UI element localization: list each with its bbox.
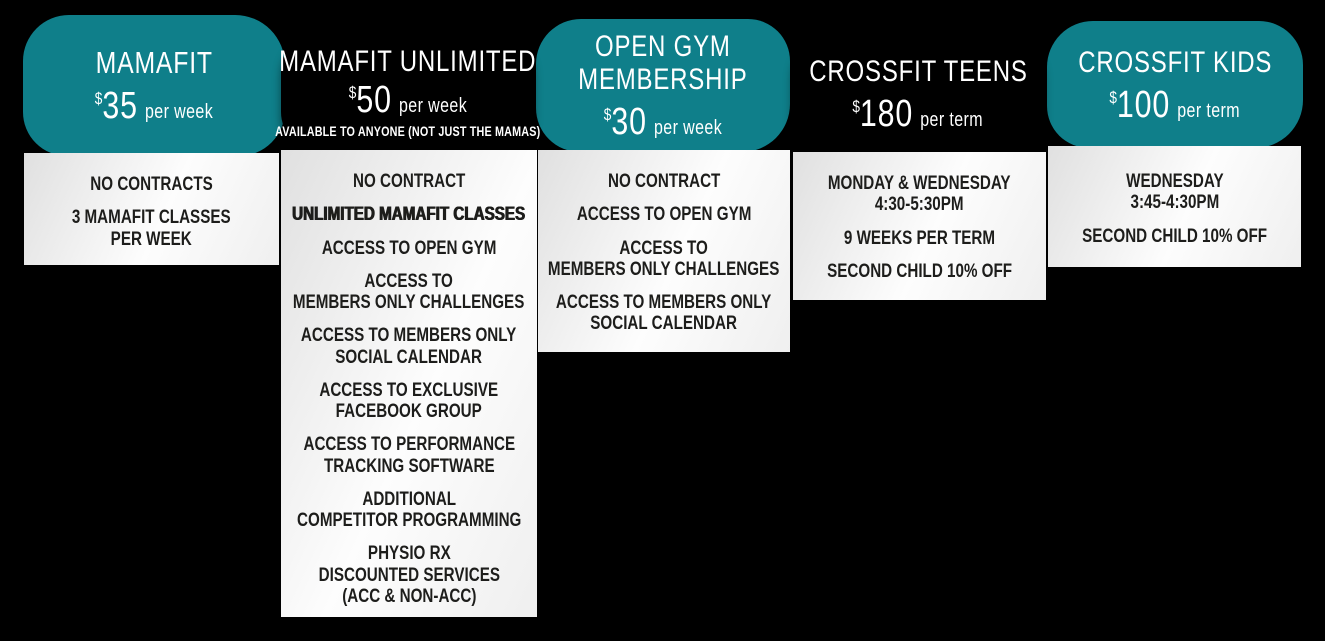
currency-sign: $	[1109, 87, 1118, 107]
price-period: per term	[1177, 99, 1241, 122]
pricing-card-mamafit: MAMAFIT $35 per week NO CONTRACTS 3 MAMAFI…	[23, 15, 285, 265]
price-amount: 100	[1117, 83, 1171, 126]
card-body: MONDAY & WEDNESDAY 4:30-5:30PM 9 WEEKS PE…	[793, 152, 1046, 300]
feature-item: MONDAY & WEDNESDAY 4:30-5:30PM	[828, 173, 1011, 216]
pricing-card-mamafit-unlimited: MAMAFIT UNLIMITED $50 per week AVAILABLE …	[275, 31, 540, 617]
feature-item: ACCESS TO OPEN GYM	[576, 204, 752, 226]
pricing-card-crossfit-kids: CROSSFIT KIDS $100 per term WEDNESDAY 3:4…	[1047, 21, 1303, 267]
feature-item: NO CONTRACTS	[90, 174, 213, 195]
currency-sign: $	[852, 97, 861, 116]
card-body: NO CONTRACTS 3 MAMAFIT CLASSES PER WEEK	[24, 153, 279, 265]
card-header: MAMAFIT UNLIMITED $50 per week AVAILABLE …	[275, 31, 540, 152]
feature-item: ACCESS TO MEMBERS ONLY SOCIAL CALENDAR	[301, 325, 517, 368]
feature-item: ACCESS TO OPEN GYM	[321, 237, 497, 259]
price-period: per week	[654, 117, 723, 139]
card-title: MAMAFIT	[95, 44, 213, 80]
feature-item: ADDITIONAL COMPETITOR PROGRAMMING	[296, 488, 522, 532]
feature-item: NO CONTRACT	[352, 171, 466, 192]
card-body: WEDNESDAY 3:45-4:30PM SECOND CHILD 10% OF…	[1048, 146, 1301, 267]
feature-item: ACCESS TO EXCLUSIVE FACEBOOK GROUP	[319, 379, 499, 423]
price-amount: 35	[102, 85, 138, 128]
card-header: CROSSFIT TEENS $180 per term	[792, 33, 1044, 155]
feature-item: ACCESS TO PERFORMANCE TRACKING SOFTWARE	[303, 434, 515, 477]
currency-sign: $	[348, 82, 356, 102]
card-header: MAMAFIT $35 per week	[23, 15, 285, 156]
card-body: NO CONTRACT UNLIMITED MAMAFIT CLASSES ACCE…	[281, 150, 537, 617]
card-title: CROSSFIT KIDS	[1077, 45, 1272, 79]
feature-item: ACCESS TO MEMBERS ONLY CHALLENGES	[548, 237, 780, 280]
feature-item: ACCESS TO MEMBERS ONLY SOCIAL CALENDAR	[556, 292, 772, 335]
price-period: per week	[398, 94, 467, 117]
feature-item: NO CONTRACT	[607, 171, 721, 192]
price-period: per week	[145, 101, 214, 124]
feature-item: UNLIMITED MAMAFIT CLASSES	[292, 204, 526, 226]
feature-item: 3 MAMAFIT CLASSES PER WEEK	[72, 207, 231, 250]
card-price: $50 per week	[348, 81, 466, 119]
card-title: OPEN GYM MEMBERSHIP	[578, 30, 748, 96]
feature-item: SECOND CHILD 10% OFF	[1082, 225, 1267, 247]
card-price: $100 per term	[1110, 86, 1241, 124]
feature-item: WEDNESDAY 3:45-4:30PM	[1125, 171, 1224, 214]
availability-note: AVAILABLE TO ANYONE (NOT JUST THE MAMAS)	[274, 123, 541, 139]
card-title: MAMAFIT UNLIMITED	[278, 44, 537, 78]
currency-sign: $	[603, 105, 612, 124]
card-title: CROSSFIT TEENS	[808, 55, 1028, 88]
currency-sign: $	[94, 89, 103, 109]
pricing-card-open-gym: OPEN GYM MEMBERSHIP $30 per week NO CONTR…	[536, 19, 790, 352]
feature-item: PHYSIO RX DISCOUNTED SERVICES (ACC & NON…	[318, 543, 500, 607]
price-period: per term	[920, 109, 984, 131]
feature-item: 9 WEEKS PER TERM	[843, 227, 996, 249]
price-amount: 50	[355, 78, 392, 121]
card-body: NO CONTRACT ACCESS TO OPEN GYM ACCESS TO M…	[538, 150, 790, 352]
price-amount: 180	[860, 93, 914, 135]
feature-item: ACCESS TO MEMBERS ONLY CHALLENGES	[293, 270, 525, 314]
card-price: $35 per week	[95, 87, 213, 125]
price-amount: 30	[611, 101, 647, 143]
card-header: CROSSFIT KIDS $100 per term	[1047, 21, 1303, 148]
card-price: $30 per week	[604, 103, 722, 141]
card-price: $180 per term	[853, 95, 984, 133]
card-header: OPEN GYM MEMBERSHIP $30 per week	[536, 19, 790, 152]
pricing-card-crossfit-teens: CROSSFIT TEENS $180 per term MONDAY & WED…	[792, 33, 1046, 300]
feature-item: SECOND CHILD 10% OFF	[827, 260, 1012, 282]
